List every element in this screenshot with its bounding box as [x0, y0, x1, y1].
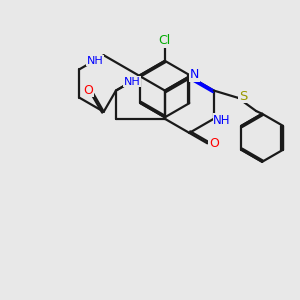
- Text: NH: NH: [213, 114, 231, 127]
- Text: S: S: [239, 90, 248, 103]
- Text: NH: NH: [124, 77, 140, 87]
- Text: NH: NH: [86, 56, 103, 66]
- Text: O: O: [83, 84, 93, 97]
- Text: O: O: [209, 137, 219, 150]
- Text: N: N: [190, 68, 200, 82]
- Text: Cl: Cl: [159, 34, 171, 47]
